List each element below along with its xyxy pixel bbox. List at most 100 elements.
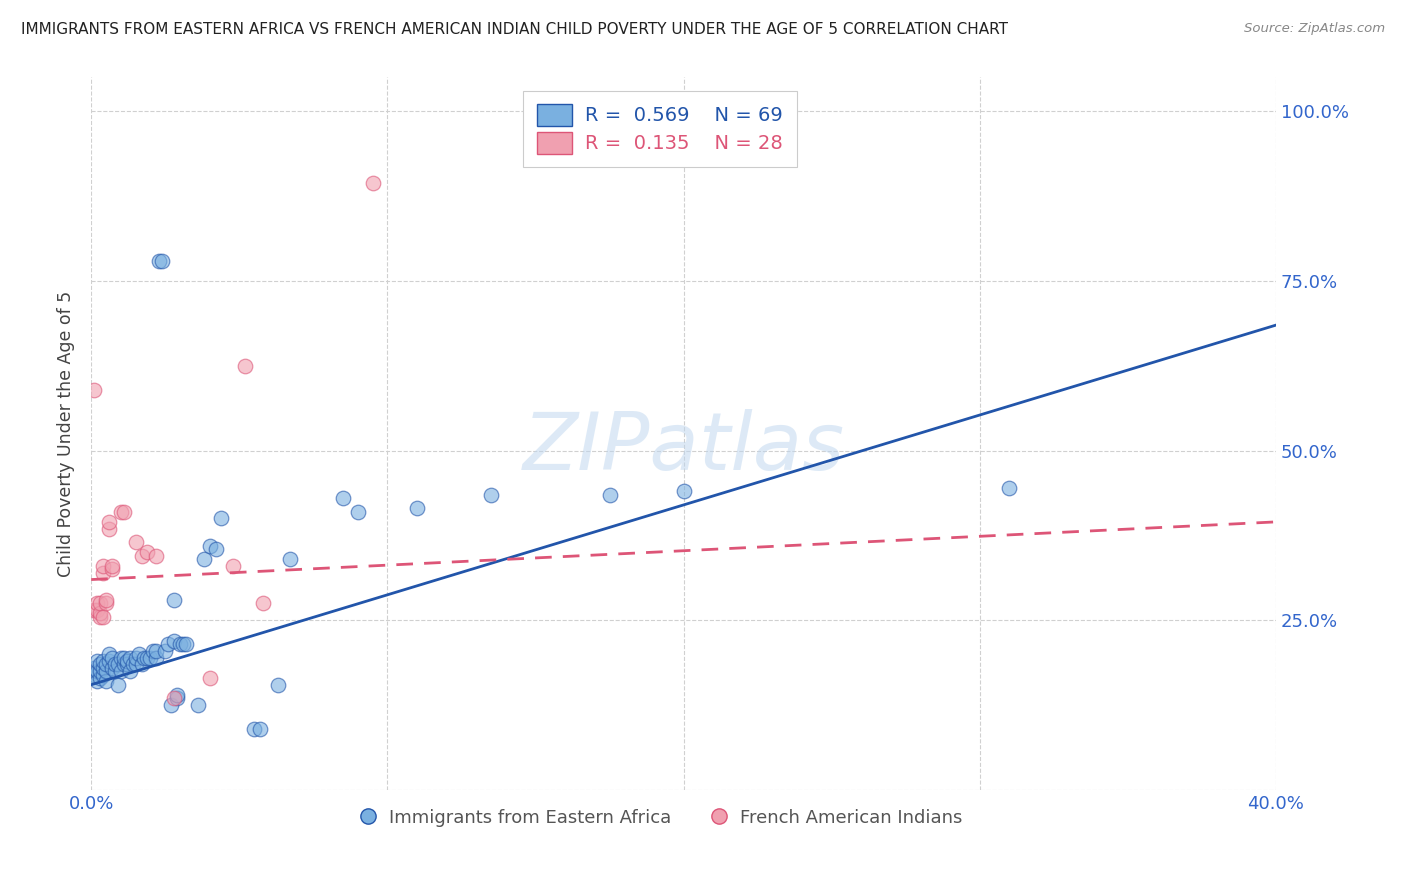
Point (91, 559, 114, 574)
Point (89, 671, 111, 685)
Point (204, 542, 226, 557)
Point (134, 650, 156, 665)
Point (83, 661, 105, 675)
Point (163, 633, 186, 648)
Point (91, 610, 114, 624)
Point (83, 383, 105, 397)
Point (998, 481, 1021, 495)
Point (107, 678, 129, 692)
Point (332, 491, 354, 505)
Point (101, 661, 124, 675)
Point (252, 596, 274, 610)
Point (97, 647, 120, 661)
Point (97, 522, 120, 536)
Point (91, 667, 114, 681)
Point (142, 644, 165, 658)
Point (211, 511, 233, 525)
Point (361, 176, 384, 190)
Point (118, 664, 141, 678)
Point (124, 657, 146, 672)
Point (89, 657, 111, 672)
Point (139, 650, 162, 665)
Point (121, 657, 143, 672)
Point (107, 657, 129, 672)
Point (86, 664, 108, 678)
Point (131, 657, 153, 672)
Point (94, 664, 117, 678)
Point (115, 654, 138, 668)
Point (193, 552, 215, 566)
Point (89, 610, 111, 624)
Point (153, 644, 176, 658)
Point (243, 722, 266, 736)
Point (136, 545, 159, 559)
Point (101, 562, 124, 576)
Point (94, 657, 117, 672)
Point (86, 674, 108, 689)
Point (163, 691, 186, 706)
Point (150, 253, 173, 268)
Point (124, 535, 146, 549)
Point (131, 549, 153, 563)
Point (110, 505, 132, 519)
Point (104, 664, 127, 678)
Point (89, 607, 111, 621)
Point (83, 667, 105, 681)
Point (118, 650, 141, 665)
Point (267, 678, 290, 692)
Point (86, 596, 108, 610)
Point (101, 559, 124, 574)
Text: IMMIGRANTS FROM EASTERN AFRICA VS FRENCH AMERICAN INDIAN CHILD POVERTY UNDER THE: IMMIGRANTS FROM EASTERN AFRICA VS FRENCH… (21, 22, 1008, 37)
Point (104, 657, 127, 672)
Point (599, 488, 621, 502)
Point (222, 559, 245, 574)
Point (187, 698, 209, 712)
Point (278, 552, 301, 566)
Point (86, 654, 108, 668)
Point (94, 593, 117, 607)
Point (166, 688, 188, 702)
Point (169, 637, 191, 651)
Point (174, 637, 197, 651)
Point (160, 698, 183, 712)
Point (91, 654, 114, 668)
Point (86, 603, 108, 617)
Point (145, 549, 167, 563)
Point (94, 674, 117, 689)
Point (83, 603, 105, 617)
Y-axis label: Child Poverty Under the Age of 5: Child Poverty Under the Age of 5 (58, 291, 75, 577)
Point (157, 637, 180, 651)
Point (112, 650, 135, 665)
Point (136, 650, 159, 665)
Text: Source: ZipAtlas.com: Source: ZipAtlas.com (1244, 22, 1385, 36)
Point (163, 593, 186, 607)
Point (112, 505, 135, 519)
Point (101, 650, 124, 665)
Point (145, 644, 167, 658)
Point (672, 484, 695, 499)
Point (148, 253, 170, 268)
Point (94, 596, 117, 610)
Point (198, 539, 221, 553)
Point (97, 515, 120, 529)
Point (91, 661, 114, 675)
Point (145, 650, 167, 665)
Point (110, 650, 132, 665)
Legend: Immigrants from Eastern Africa, French American Indians: Immigrants from Eastern Africa, French A… (350, 802, 970, 834)
Point (128, 647, 150, 661)
Point (166, 691, 188, 706)
Point (110, 664, 132, 678)
Point (406, 501, 429, 516)
Point (89, 596, 111, 610)
Point (112, 657, 135, 672)
Point (198, 671, 221, 685)
Text: ZIPatlas: ZIPatlas (523, 409, 845, 487)
Point (479, 488, 502, 502)
Point (89, 664, 111, 678)
Point (91, 566, 114, 580)
Point (233, 359, 256, 373)
Point (172, 637, 194, 651)
Point (346, 505, 368, 519)
Point (249, 722, 271, 736)
Point (97, 654, 120, 668)
